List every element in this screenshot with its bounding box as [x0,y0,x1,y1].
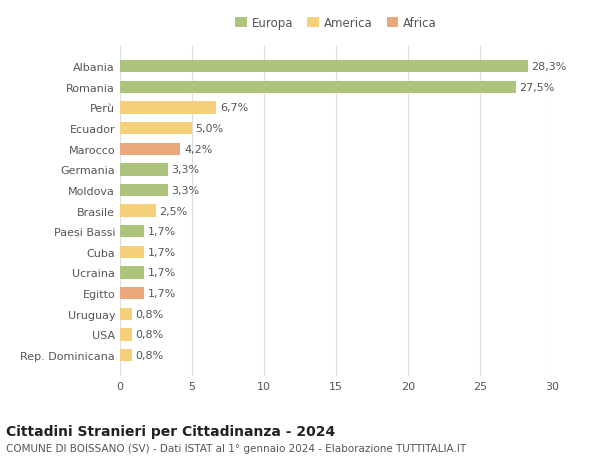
Bar [120,308,131,320]
Bar [120,185,167,197]
Text: 0,8%: 0,8% [135,309,163,319]
Bar [120,329,131,341]
Text: COMUNE DI BOISSANO (SV) - Dati ISTAT al 1° gennaio 2024 - Elaborazione TUTTITALI: COMUNE DI BOISSANO (SV) - Dati ISTAT al … [6,443,466,453]
Text: 4,2%: 4,2% [184,145,212,154]
Text: 1,7%: 1,7% [148,247,176,257]
Bar [120,246,145,258]
Text: 27,5%: 27,5% [520,83,555,93]
Bar [120,143,181,156]
Text: 6,7%: 6,7% [220,103,248,113]
Text: 3,3%: 3,3% [171,165,199,175]
Bar [120,205,156,217]
Text: 0,8%: 0,8% [135,350,163,360]
Bar [120,82,516,94]
Bar [120,267,145,279]
Bar [120,102,217,114]
Text: 0,8%: 0,8% [135,330,163,340]
Text: 2,5%: 2,5% [160,206,188,216]
Text: 5,0%: 5,0% [196,124,224,134]
Bar [120,225,145,238]
Text: 1,7%: 1,7% [148,268,176,278]
Text: Cittadini Stranieri per Cittadinanza - 2024: Cittadini Stranieri per Cittadinanza - 2… [6,425,335,438]
Legend: Europa, America, Africa: Europa, America, Africa [230,12,442,34]
Text: 28,3%: 28,3% [531,62,566,72]
Text: 3,3%: 3,3% [171,185,199,196]
Text: 1,7%: 1,7% [148,288,176,298]
Bar [120,123,192,135]
Bar [120,287,145,300]
Text: 1,7%: 1,7% [148,227,176,237]
Bar [120,164,167,176]
Bar [120,349,131,361]
Bar [120,61,527,73]
